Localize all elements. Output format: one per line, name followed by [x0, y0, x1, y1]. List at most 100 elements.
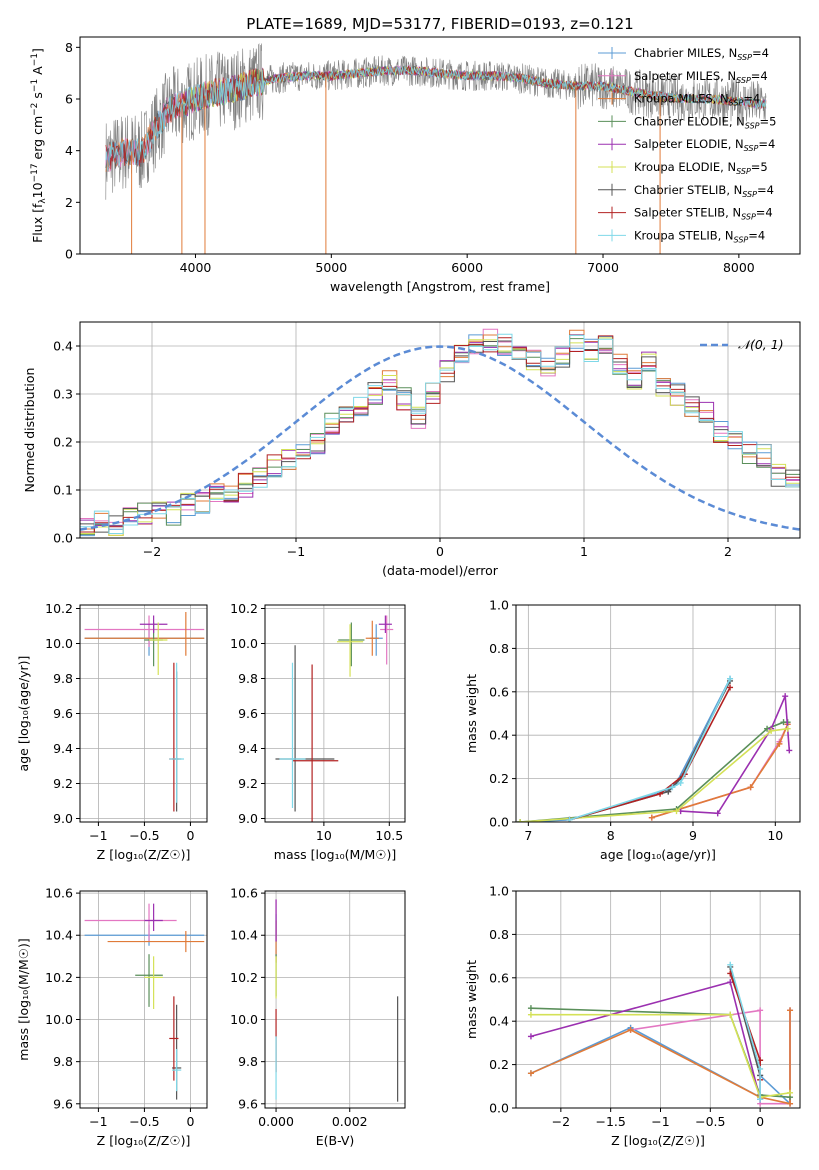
weight-point-kroupa_stelib — [757, 1065, 764, 1072]
weight-point-salpeter_elodie — [782, 693, 789, 700]
spectrum-model-kroupa_stelib — [105, 65, 767, 171]
weight-point-salpeter_miles — [757, 1007, 764, 1014]
legend-name: Salpeter ELODIE, N — [634, 137, 744, 151]
ylabel-sub: λ — [38, 198, 48, 204]
legend-name: Chabrier MILES, N — [634, 46, 737, 60]
x-tick-label: 9 — [689, 828, 697, 843]
ylabel-part: ] — [30, 48, 45, 53]
weight-line-chabrier_stelib — [569, 680, 731, 821]
y-tick-label: 8 — [65, 40, 73, 55]
weight-point-kroupa_stelib — [757, 1096, 764, 1103]
legend-label-salpeter_miles: Salpeter MILES, NSSP=4 — [634, 69, 768, 85]
legend-count: =5 — [760, 114, 777, 128]
legend-label-salpeter_elodie: Salpeter ELODIE, NSSP=4 — [634, 137, 775, 153]
weight-point-kroupa_miles — [648, 814, 655, 821]
axes-frame — [264, 890, 406, 1109]
y-tick-label: 0.4 — [489, 728, 509, 743]
legend-count: =4 — [748, 228, 765, 242]
y-tick-label: 9.8 — [53, 1054, 73, 1069]
weight-line-kroupa_miles — [651, 724, 789, 819]
x-axis-label: (data-model)/error — [382, 563, 499, 578]
age_vs_mass-panel: 10 10.5 9.0 9.2 9.4 9.6 9.8 10.0 10.2 mass [log₁₀… — [230, 601, 406, 862]
figure-title: PLATE=1689, MJD=53177, FIBERID=0193, z=0… — [246, 15, 633, 33]
x-tick-label: −1 — [89, 828, 107, 843]
y-tick-label: 0.2 — [53, 435, 73, 450]
legend-name: Kroupa STELIB, N — [634, 228, 734, 242]
weight-point-salpeter_elodie — [727, 979, 734, 986]
ylabel-sup: −17 — [30, 163, 40, 182]
weight-point-kroupa_stelib — [669, 784, 676, 791]
x-tick-label: −1 — [89, 1114, 107, 1129]
y-tick-label: 10.0 — [230, 636, 258, 651]
y-tick-label: 10.2 — [230, 601, 258, 616]
y-tick-label: 9.8 — [238, 671, 258, 686]
y-tick-label: 1.0 — [489, 884, 509, 899]
weight-point-kroupa_miles — [787, 1007, 794, 1014]
y-tick-label: 0.6 — [489, 970, 509, 985]
weight-point-kroupa_elodie — [517, 819, 524, 822]
legend-count: =4 — [743, 92, 760, 106]
weight-point-kroupa_miles — [627, 1026, 634, 1033]
y-tick-label: 0 — [65, 247, 73, 262]
axes-frame — [515, 604, 801, 823]
legend-label-kroupa_elodie: Kroupa ELODIE, NSSP=5 — [634, 160, 768, 176]
weight_vs_Z-panel: −2 −1.5 −1 −0.5 0 0.0 0.2 0.4 0.6 0.8 1.0 Z [log₁₀(… — [464, 884, 801, 1148]
residuals-panel: −2 −1 0 1 2 0.0 0.1 0.2 0.3 0.4 (data-model)/error… — [22, 321, 801, 578]
x-tick-label: 0 — [186, 1114, 194, 1129]
age_vs_mass-marks — [275, 615, 394, 822]
weight-line-kroupa_elodie — [520, 727, 788, 822]
x-tick-label: −1 — [287, 544, 305, 559]
ylabel-sup: −1 — [30, 79, 40, 92]
legend-sub: SSP — [742, 190, 757, 199]
y-tick-label: 0.4 — [53, 339, 73, 354]
weight-point-kroupa_elodie — [768, 727, 775, 734]
y-axis-label: Normed distribution — [22, 368, 37, 493]
weight-point-kroupa_stelib — [727, 675, 734, 682]
x-tick-label: 0 — [756, 1114, 764, 1129]
x-tick-label: −1.5 — [595, 1114, 625, 1129]
x-tick-label: 4000 — [180, 260, 212, 275]
weight_vs_age-panel: 7 8 9 10 0.0 0.2 0.4 0.6 0.8 1.0 age [log₁₀(age/yr… — [464, 598, 801, 862]
y-tick-label: 9.8 — [53, 671, 73, 686]
legend-label-chabrier_miles: Chabrier MILES, NSSP=4 — [634, 46, 769, 62]
spectrum-marks — [105, 43, 767, 254]
y-tick-label: 4 — [65, 143, 73, 158]
x-tick-label: 5000 — [315, 260, 347, 275]
ylabel-part: s — [30, 92, 45, 103]
legend-name: Chabrier ELODIE, N — [634, 114, 745, 128]
x-tick-label: −0.5 — [129, 828, 159, 843]
legend-label-chabrier_stelib: Chabrier STELIB, NSSP=4 — [634, 183, 774, 199]
weight-line-kroupa_elodie — [530, 1013, 791, 1099]
y-tick-label: 9.4 — [53, 741, 73, 756]
weight-line-kroupa_stelib — [569, 678, 731, 821]
x-tick-label: −0.5 — [129, 1114, 159, 1129]
x-tick-label: −1 — [651, 1114, 669, 1129]
y-axis-label: mass weight — [464, 674, 479, 753]
weight_vs_Z-marks — [527, 961, 794, 1107]
y-axis-label: age [log₁₀(age/yr)] — [16, 656, 31, 772]
x-axis-label: age [log₁₀(age/yr)] — [600, 847, 716, 862]
y-tick-label: 9.2 — [53, 776, 73, 791]
legend-gauss-label: 𝒩(0, 1) — [738, 337, 784, 352]
weight-point-salpeter_stelib — [727, 684, 734, 691]
y-tick-label: 0.0 — [489, 1101, 509, 1116]
y-tick-label: 10.2 — [45, 601, 73, 616]
weight-line-salpeter_stelib — [569, 687, 731, 821]
x-tick-label: 0.000 — [258, 1114, 294, 1129]
x-tick-label: 7 — [524, 828, 532, 843]
legend-name: Kroupa MILES, N — [634, 92, 729, 106]
x-tick-label: 8000 — [723, 260, 755, 275]
axes-frame — [79, 36, 801, 255]
x-axis-label: Z [log₁₀(Z/Z☉)] — [97, 847, 191, 862]
x-tick-label: 0 — [436, 544, 444, 559]
hist-salpeter_miles — [80, 328, 800, 523]
y-tick-label: 10.0 — [45, 1012, 73, 1027]
x-tick-label: 8 — [607, 828, 615, 843]
weight-line-chabrier_stelib — [729, 966, 761, 1076]
y-tick-label: 0.6 — [489, 684, 509, 699]
y-tick-label: 10.6 — [45, 886, 73, 901]
weight-point-kroupa_stelib — [677, 779, 684, 786]
x-tick-label: 0.002 — [332, 1114, 368, 1129]
x-tick-label: 7000 — [587, 260, 619, 275]
y-tick-label: 0.1 — [53, 483, 73, 498]
